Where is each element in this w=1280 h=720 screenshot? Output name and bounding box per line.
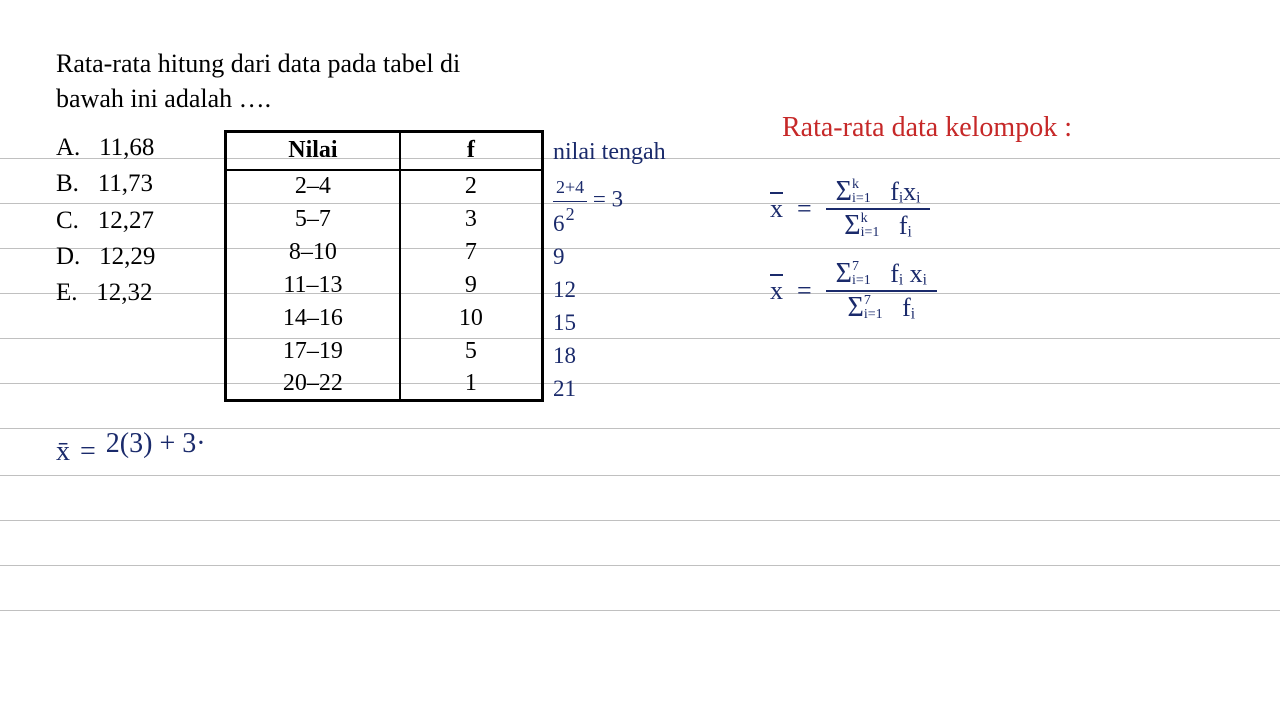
option-d: D. 12,29 <box>56 239 155 275</box>
work-expression: x̄ = 2(3) + 3· <box>56 436 206 468</box>
option-e: E. 12,32 <box>56 275 155 311</box>
xbar-symbol: x <box>770 276 783 306</box>
midpoint-value: 18 <box>553 340 666 373</box>
midpoint-value: 15 <box>553 307 666 340</box>
midpoint-column: nilai tengah 2+42 = 3 6 9 12 15 18 21 <box>553 135 666 406</box>
formula-general: x = Σki=1 fᵢxᵢ Σki=1 fᵢ <box>770 176 937 242</box>
table-row: 5–73 <box>226 203 543 236</box>
option-c: C. 12,27 <box>56 203 155 239</box>
data-table: Nilai f 2–42 5–73 8–107 11–139 14–1610 1… <box>224 130 544 402</box>
col-f: f <box>400 132 543 170</box>
question-text: Rata-rata hitung dari data pada tabel di… <box>56 46 460 116</box>
midpoint-value: 12 <box>553 274 666 307</box>
table-row: 11–139 <box>226 269 543 302</box>
option-a: A. 11,68 <box>56 130 155 166</box>
table-row: 20–221 <box>226 368 543 401</box>
xbar-symbol: x <box>770 194 783 224</box>
table-row: 2–42 <box>226 170 543 203</box>
midpoint-value: 21 <box>553 373 666 406</box>
question-line2: bawah ini adalah …. <box>56 81 460 116</box>
midpoint-value: 9 <box>553 241 666 274</box>
xbar-symbol: x̄ <box>56 436 70 468</box>
table-row: 8–107 <box>226 236 543 269</box>
col-nilai: Nilai <box>226 132 400 170</box>
answer-options: A. 11,68 B. 11,73 C. 12,27 D. 12,29 E. 1… <box>56 130 155 311</box>
question-line1: Rata-rata hitung dari data pada tabel di <box>56 46 460 81</box>
table-row: 17–195 <box>226 335 543 368</box>
table-row: 14–1610 <box>226 302 543 335</box>
option-b: B. 11,73 <box>56 166 155 202</box>
formula-specific: x = Σ7i=1 fᵢ xᵢ Σ7i=1 fᵢ <box>770 258 937 324</box>
formula-block: x = Σki=1 fᵢxᵢ Σki=1 fᵢ x = Σ7i=1 <box>770 176 937 340</box>
midpoint-header: nilai tengah <box>553 135 666 169</box>
formula-title: Rata-rata data kelompok : <box>782 112 1072 144</box>
midpoint-first: 2+42 = 3 <box>553 175 666 208</box>
